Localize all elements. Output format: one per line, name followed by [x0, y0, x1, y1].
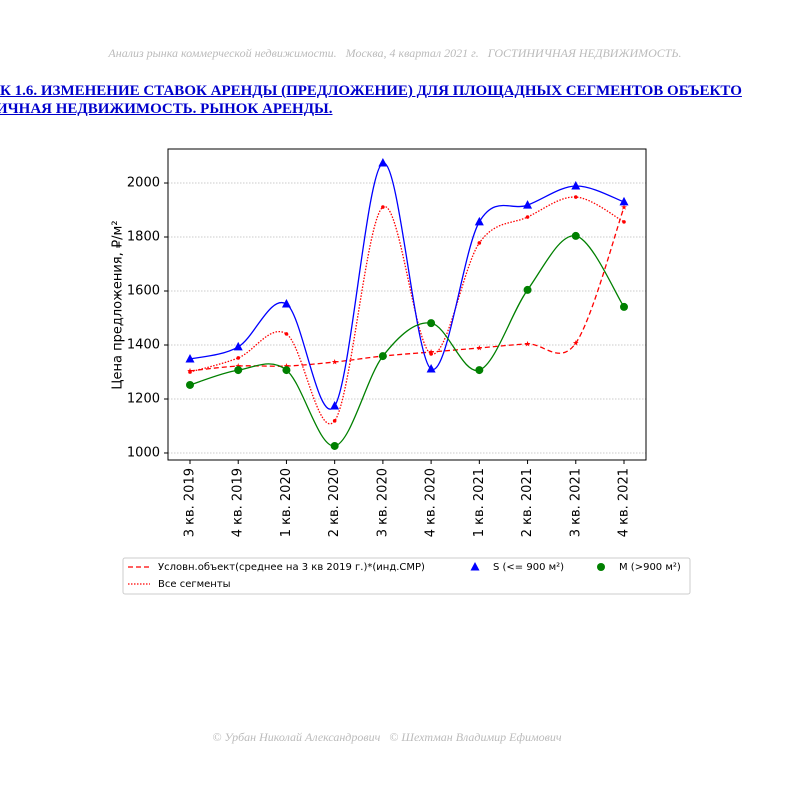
marker — [381, 205, 385, 209]
page-footer: © Урбан Николай Александрович © Шехтман … — [212, 730, 562, 744]
marker — [571, 231, 580, 240]
marker — [524, 340, 531, 347]
y-tick-label: 1800 — [127, 230, 160, 245]
marker — [525, 215, 530, 219]
marker — [378, 158, 388, 167]
marker — [476, 344, 483, 351]
marker — [281, 298, 291, 308]
marker — [186, 380, 194, 389]
y-tick-label: 1600 — [127, 284, 160, 299]
marker — [572, 340, 579, 346]
marker — [474, 216, 484, 226]
marker — [429, 352, 433, 356]
x-tick-label: 2 кв. 2020 — [327, 468, 342, 537]
series-line — [189, 162, 625, 410]
legend-label: Условн.объект(среднее на 3 кв 2019 г.)*(… — [158, 562, 425, 573]
marker — [619, 196, 629, 206]
x-tick-label: 3 кв. 2020 — [375, 468, 390, 537]
marker — [330, 401, 340, 410]
x-tick-label: 4 кв. 2021 — [617, 468, 632, 537]
legend-label: Все сегменты — [158, 579, 231, 590]
marker — [475, 366, 484, 375]
series-line — [189, 235, 625, 447]
marker — [185, 354, 195, 363]
marker — [330, 441, 339, 450]
marker — [428, 349, 434, 355]
x-tick-label: 1 кв. 2021 — [472, 468, 487, 537]
figure-title: К 1.6. ИЗМЕНЕНИЕ СТАВОК АРЕНДЫ (ПРЕДЛОЖЕ… — [0, 83, 742, 99]
x-tick-label: 4 кв. 2020 — [424, 468, 439, 537]
x-tick-label: 2 кв. 2021 — [520, 468, 535, 537]
marker — [523, 285, 532, 294]
marker — [188, 370, 192, 374]
marker — [378, 352, 387, 361]
x-tick-label: 1 кв. 2020 — [279, 468, 294, 537]
y-axis-label: Цена предложения, ₽/м² — [111, 220, 126, 389]
marker — [427, 319, 436, 328]
x-tick-label: 4 кв. 2019 — [231, 468, 246, 537]
series-line — [189, 196, 625, 425]
y-tick-label: 2000 — [127, 176, 160, 191]
legend-symbol — [470, 562, 480, 571]
marker — [621, 204, 627, 210]
marker — [282, 366, 291, 375]
marker — [332, 419, 337, 423]
marker — [523, 200, 533, 209]
figure-title: ИЧНАЯ НЕДВИЖИМОСТЬ. РЫНОК АРЕНДЫ. — [0, 101, 333, 117]
marker — [571, 180, 581, 190]
y-tick-label: 1200 — [127, 391, 160, 406]
plot-frame — [167, 148, 647, 461]
marker — [426, 364, 436, 373]
marker — [234, 366, 243, 375]
marker — [233, 341, 243, 351]
series-line — [189, 207, 625, 372]
marker — [622, 220, 626, 224]
legend-label: S (<= 900 м²) — [493, 562, 564, 573]
x-tick-label: 3 кв. 2019 — [183, 468, 198, 537]
y-tick-label: 1400 — [127, 337, 160, 352]
legend-box — [122, 557, 691, 595]
marker — [284, 332, 289, 336]
marker — [236, 356, 241, 360]
marker — [235, 363, 242, 369]
y-tick-label: 1000 — [127, 445, 160, 460]
marker — [477, 241, 482, 245]
marker — [283, 363, 290, 369]
legend-label: M (>900 м²) — [619, 562, 681, 573]
marker — [620, 302, 628, 311]
x-tick-label: 3 кв. 2021 — [568, 468, 583, 537]
legend-symbol — [597, 563, 605, 571]
page-header: Анализ рынка коммерческой недвижимости. … — [108, 46, 682, 60]
marker — [331, 359, 338, 365]
marker — [573, 195, 578, 199]
